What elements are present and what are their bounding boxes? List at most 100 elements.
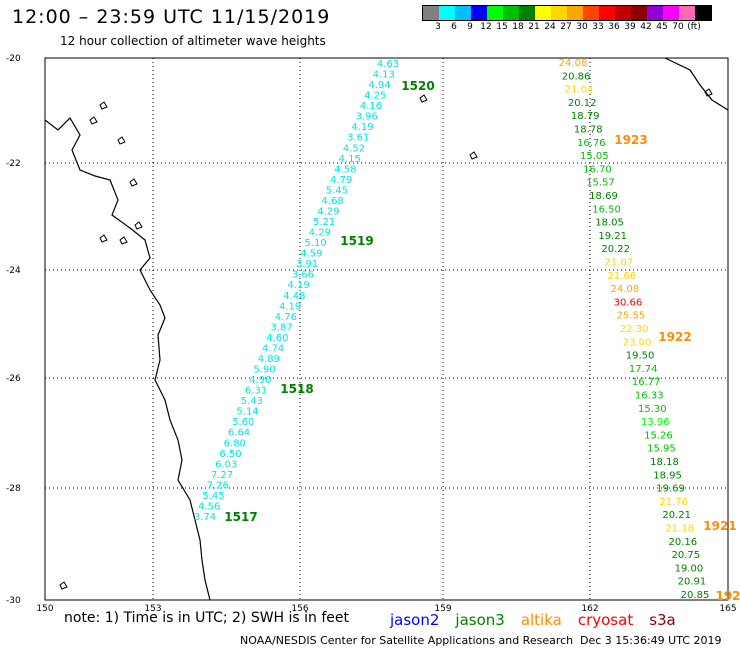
swh-value-track-1921: 15.05 [580,151,609,162]
swh-value-track-1517: 5.60 [232,417,254,428]
island-outline [99,101,108,110]
color-swatch [487,6,503,20]
swh-value-track-1921: 17.74 [629,364,658,375]
pass-label: 1922 [658,330,691,344]
color-bar-tick: 30 [576,22,588,32]
swh-value-track-1517: 6.31 [245,386,267,397]
island-outline [99,234,108,243]
swh-value-track-1517: 4.52 [343,143,365,154]
swh-value-track-1517: 4.90 [249,375,271,386]
swh-value-track-1517: 7.27 [211,470,233,481]
color-swatch [631,6,647,20]
color-swatch [439,6,455,20]
swh-value-track-1921: 19.50 [626,351,655,362]
color-swatch [583,6,599,20]
color-bar-tick: 3 [435,22,441,32]
mission-jason3: jason3 [455,611,505,629]
swh-value-track-1921: 21.76 [659,497,688,508]
swh-value-track-1921: 19.21 [598,231,627,242]
australia-coastline [44,117,211,601]
pass-label: 192 [715,589,740,603]
swh-value-track-1517: 3.61 [347,133,369,144]
swh-value-track-1921: 24.08 [611,284,640,295]
color-swatch [455,6,471,20]
color-swatch [535,6,551,20]
swh-value-track-1517: 5.14 [236,407,258,418]
swh-value-track-1921: 21.18 [665,524,694,535]
swh-value-track-1921: 15.95 [647,444,676,455]
color-bar-tick: 45 [656,22,668,32]
swh-value-track-1517: 4.79 [330,175,352,186]
color-bar-tick: (ft) [687,22,701,32]
swh-value-track-1921: 15.26 [644,430,673,441]
swh-value-track-1921: 20.22 [601,244,630,255]
swh-value-track-1517: 4.76 [275,312,297,323]
color-bar-tick: 42 [640,22,652,32]
swh-value-track-1921: 16.33 [635,391,664,402]
swh-value-track-1921: 18.79 [571,111,600,122]
swh-value-track-1921: 19.69 [656,484,685,495]
swh-value-track-1517: 7.26 [207,480,229,491]
color-swatch [567,6,583,20]
new-caledonia-coastline [664,57,729,111]
swh-value-track-1921: 30.66 [614,297,643,308]
swh-value-track-1517: 4.16 [360,101,382,112]
swh-value-track-1517: 4.13 [373,70,395,81]
swh-value-track-1517: 5.45 [326,185,348,196]
color-bar-tick: 21 [528,22,540,32]
swh-value-track-1517: 4.29 [317,206,339,217]
color-bar-tick: 15 [496,22,508,32]
island-outline [704,88,713,97]
swh-value-track-1921: 25.55 [617,311,646,322]
color-swatch [423,6,439,20]
swh-value-track-1517: 4.15 [339,154,361,165]
swh-value-track-1517: 3.66 [292,270,314,281]
color-bar-tick: 33 [592,22,604,32]
swh-value-track-1517: 4.58 [334,164,356,175]
swh-value-track-1921: 18.18 [650,457,679,468]
swh-value-track-1921: 20.91 [678,577,707,588]
island-outline [117,136,126,145]
swh-value-track-1921: 20.75 [672,550,701,561]
lat-label: -26 [6,374,21,384]
credit-line: NOAA/NESDIS Center for Satellite Applica… [240,634,574,647]
map-subtitle: 12 hour collection of altimeter wave hei… [60,34,326,48]
lon-label: 150 [36,604,53,614]
swh-value-track-1921: 13.96 [641,417,670,428]
swh-value-track-1517: 4.48 [283,291,305,302]
swh-value-track-1517: 4.63 [377,59,399,70]
swh-value-track-1517: 6.50 [219,449,241,460]
color-bar-tick: 6 [451,22,457,32]
island-outline [59,581,68,590]
swh-value-track-1921: 22.30 [620,324,649,335]
swh-value-track-1921: 21.07 [604,258,633,269]
color-bar-tick: 12 [480,22,492,32]
swh-value-track-1517: 4.29 [309,228,331,239]
swh-value-track-1921: 15.57 [586,178,615,189]
map-frame [44,57,729,601]
lon-label: 159 [434,604,451,614]
swh-value-track-1921: 18.78 [574,125,603,136]
color-swatch [519,6,535,20]
lon-label: 156 [291,604,308,614]
mission-cryosat: cryosat [577,611,634,629]
island-outline [419,94,428,103]
swh-value-track-1517: 4.25 [364,91,386,102]
swh-value-track-1921: 16.70 [583,164,612,175]
mission-jason2: jason2 [390,611,440,629]
color-swatch [551,6,567,20]
swh-value-track-1921: 23.00 [623,337,652,348]
swh-value-track-1921: 21.66 [607,271,636,282]
swh-value-track-1517: 3.87 [270,322,292,333]
pass-label: 1520 [401,79,434,93]
swh-value-track-1517: 3.96 [356,112,378,123]
swh-value-track-1517: 6.64 [228,428,250,439]
color-bar-tick: 27 [560,22,572,32]
mission-altika: altika [520,611,562,629]
swh-value-track-1517: 4.74 [262,343,284,354]
swh-value-track-1921: 19.00 [675,563,704,574]
lon-label: 153 [144,604,161,614]
color-bar-tick: 36 [608,22,620,32]
swh-value-track-1921: 20.85 [681,590,710,601]
